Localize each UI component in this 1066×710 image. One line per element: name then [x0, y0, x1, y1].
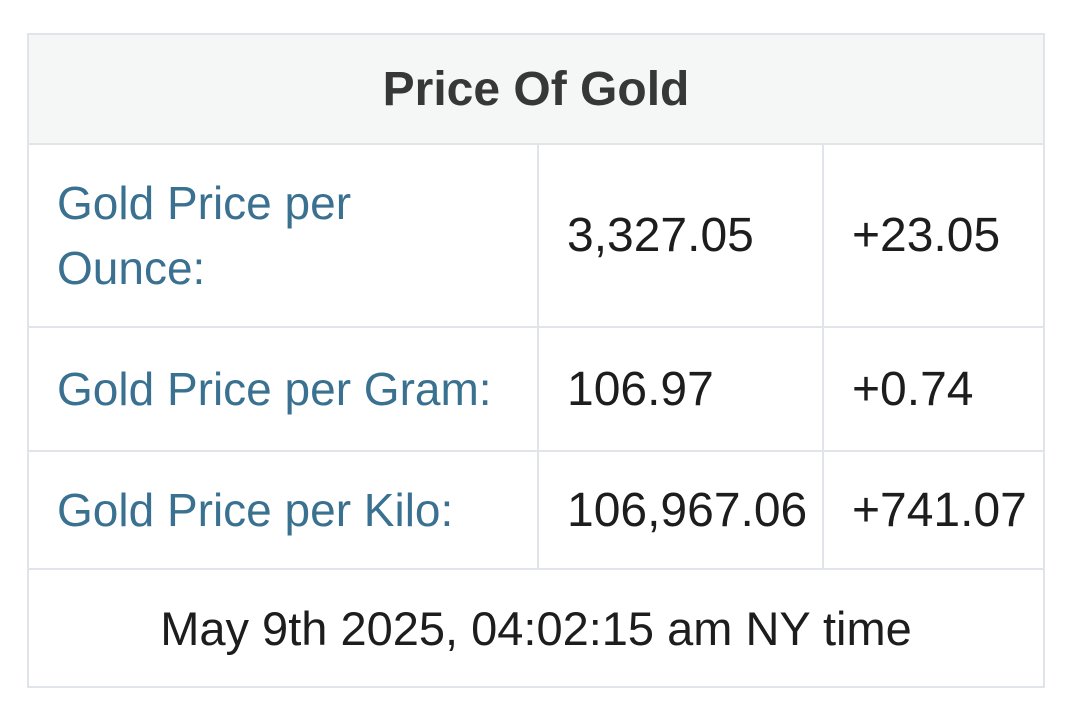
gold-price-table: Price Of Gold Gold Price per Ounce: 3,32…: [27, 33, 1045, 688]
gold-price-per-ounce-cell: Gold Price per Ounce:: [27, 143, 539, 328]
table-header-row: Price Of Gold: [27, 33, 1045, 145]
gram-price-value: 106.97: [537, 326, 824, 452]
table-row: Gold Price per Kilo: 106,967.06 +741.07: [27, 450, 1045, 570]
gold-price-per-kilo-cell: Gold Price per Kilo:: [27, 450, 539, 570]
gold-price-per-kilo-link[interactable]: Gold Price per Kilo:: [57, 483, 454, 536]
ounce-price-change: +23.05: [822, 143, 1045, 328]
table-row: Gold Price per Ounce: 3,327.05 +23.05: [27, 143, 1045, 328]
kilo-price-value: 106,967.06: [537, 450, 824, 570]
table-footer-row: May 9th 2025, 04:02:15 am NY time: [27, 568, 1045, 688]
table-row: Gold Price per Gram: 106.97 +0.74: [27, 326, 1045, 452]
ounce-price-value: 3,327.05: [537, 143, 824, 328]
gold-price-per-ounce-link[interactable]: Gold Price per Ounce:: [57, 177, 352, 294]
kilo-price-change: +741.07: [822, 450, 1045, 570]
timestamp: May 9th 2025, 04:02:15 am NY time: [27, 568, 1045, 688]
gold-price-per-gram-cell: Gold Price per Gram:: [27, 326, 539, 452]
gram-price-change: +0.74: [822, 326, 1045, 452]
table-title: Price Of Gold: [27, 33, 1045, 145]
gold-price-per-gram-link[interactable]: Gold Price per Gram:: [57, 362, 492, 415]
